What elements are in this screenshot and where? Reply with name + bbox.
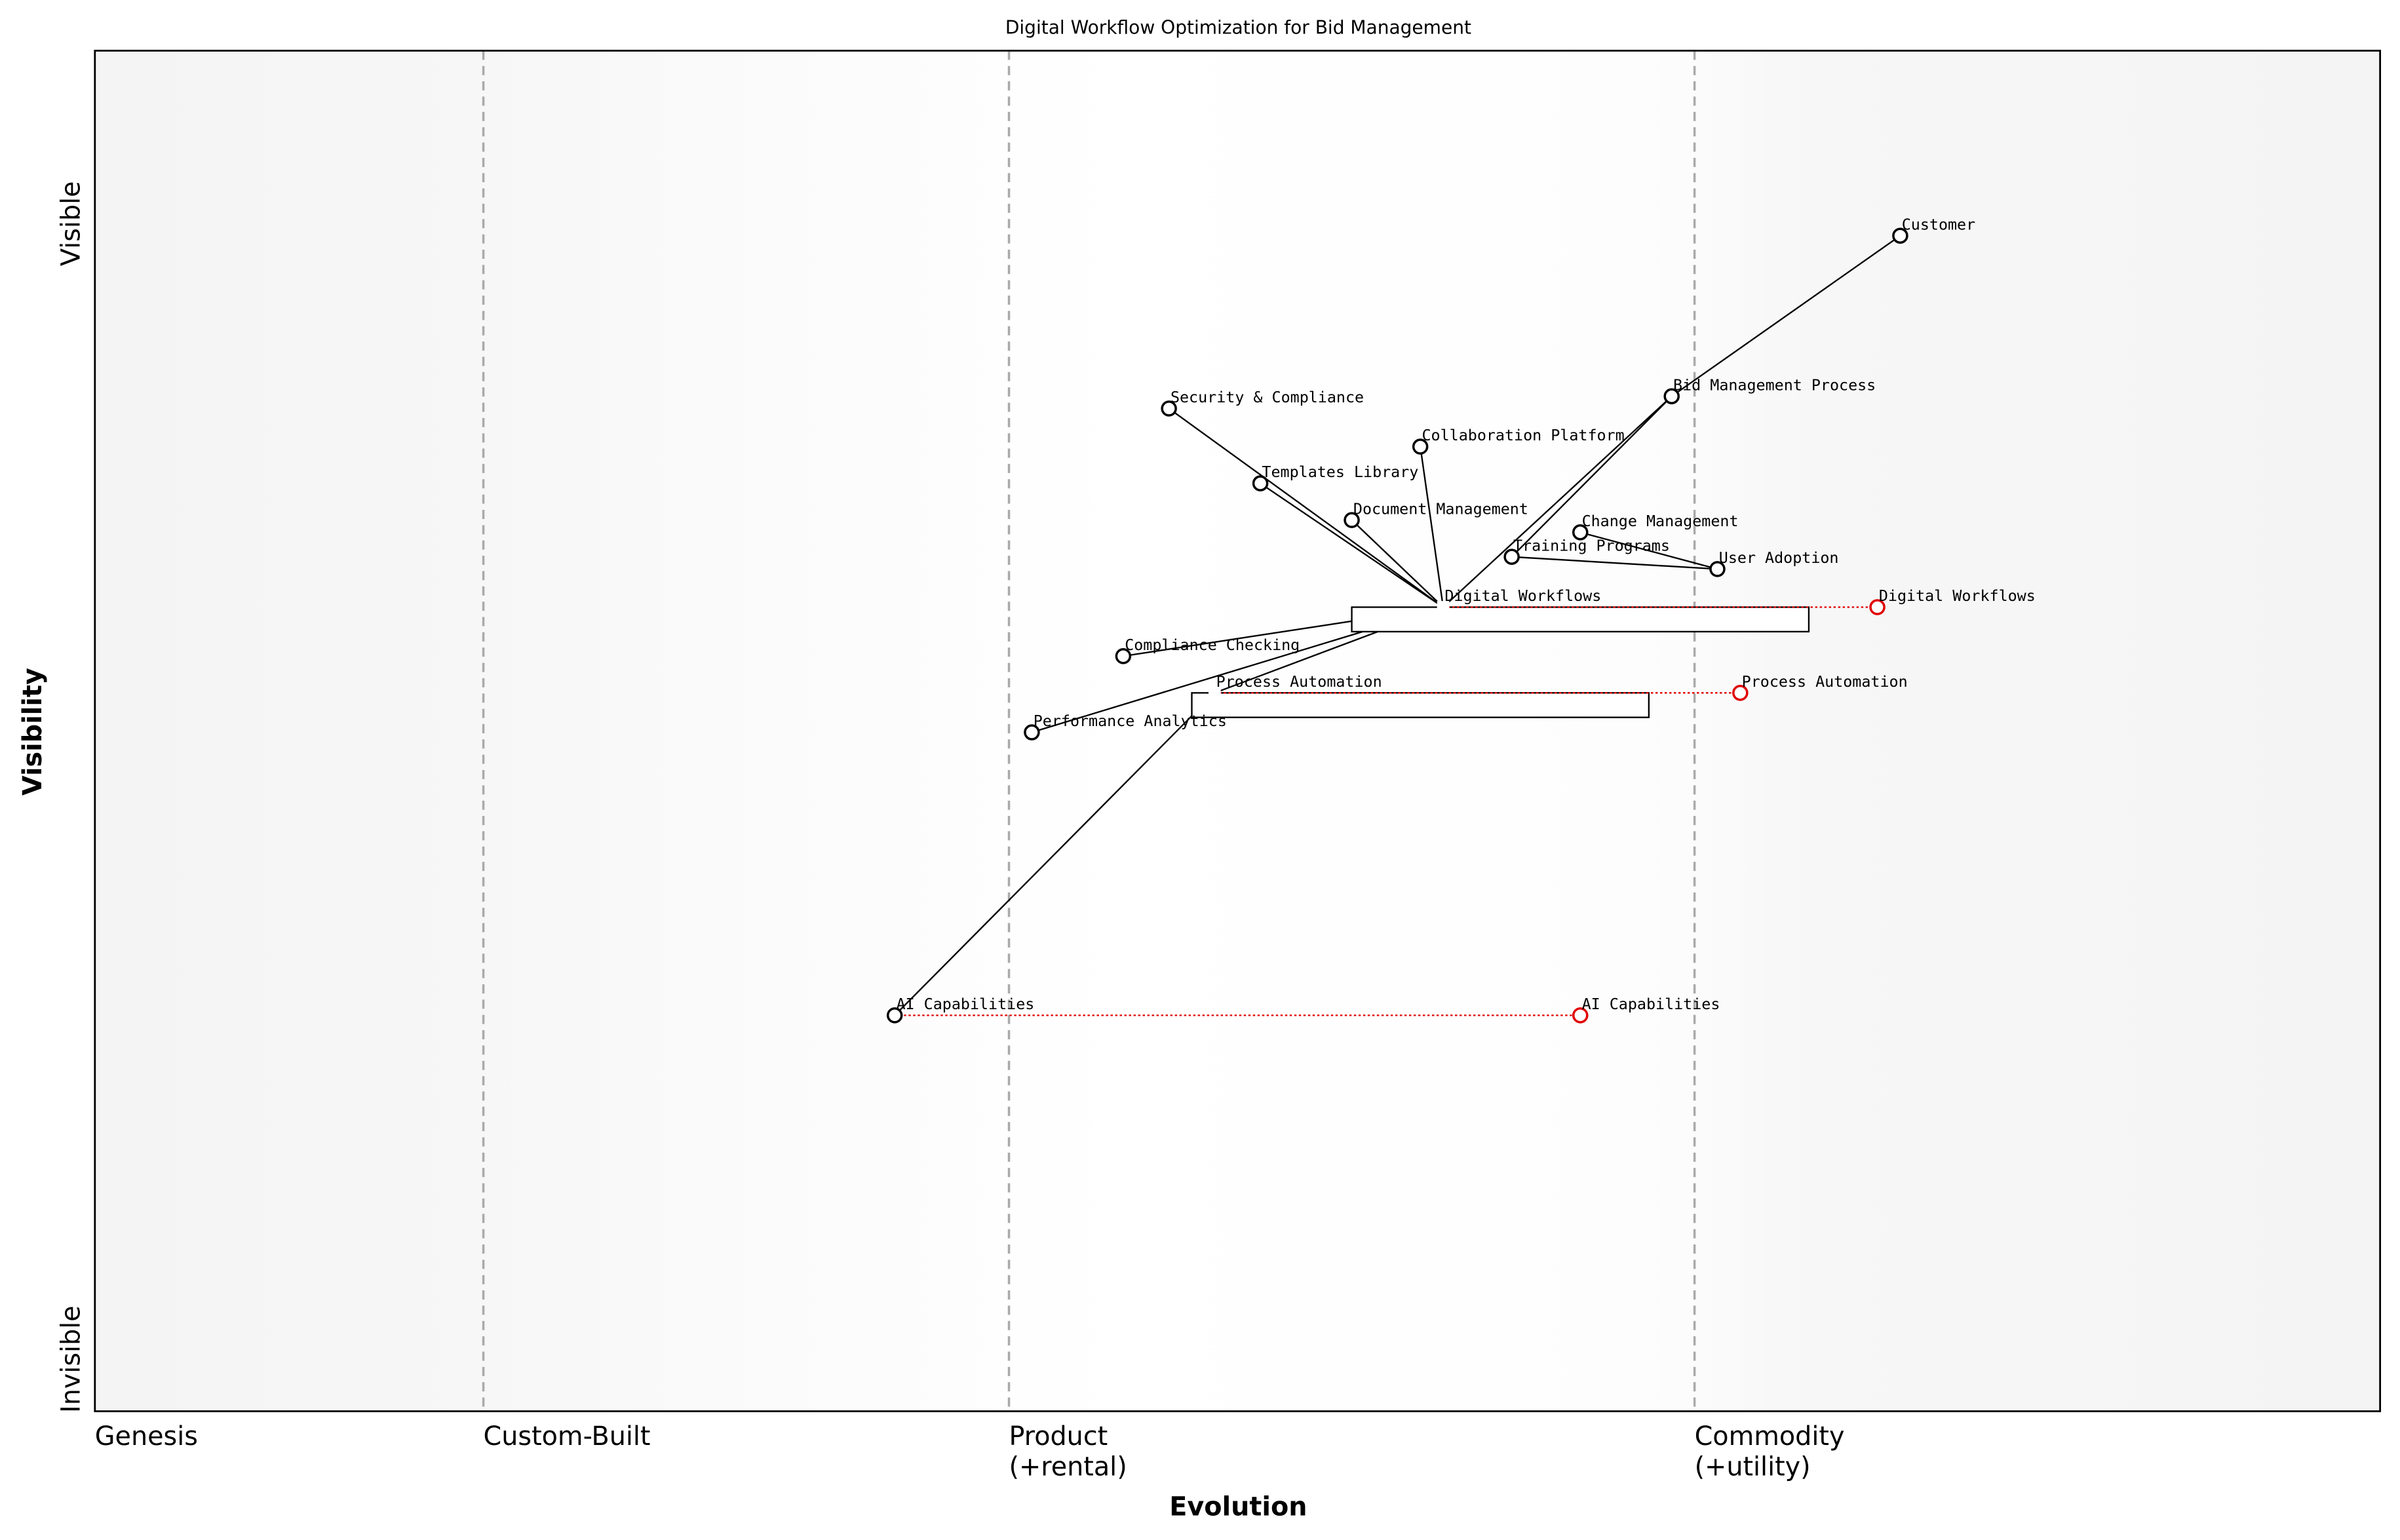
map-title: Digital Workflow Optimization for Bid Ma… — [1005, 17, 1471, 39]
stage-label: Custom-Built — [484, 1421, 651, 1452]
component-label: Customer — [1902, 215, 1975, 233]
dependency-link — [1168, 408, 1444, 608]
inertia-box — [1351, 606, 1810, 633]
component-marker — [1437, 601, 1450, 613]
dependency-link — [1260, 482, 1444, 608]
stage-label: Product (+rental) — [1009, 1421, 1127, 1482]
plot-frame — [94, 49, 2382, 1412]
inertia-box — [1191, 692, 1650, 718]
y-top-label: Visible — [56, 181, 86, 266]
component-label: Collaboration Platform — [1422, 426, 1625, 444]
evolved-component-marker — [1869, 599, 1886, 615]
component-label: Change Management — [1582, 512, 1739, 530]
component-marker — [1252, 475, 1269, 491]
x-axis-title: Evolution — [1169, 1492, 1307, 1522]
component-marker — [1503, 549, 1520, 565]
y-axis-title: Visibility — [18, 668, 48, 796]
component-label: Training Programs — [1513, 536, 1670, 554]
y-bottom-label: Invisible — [56, 1305, 86, 1413]
component-label: Process Automation — [1216, 672, 1382, 691]
component-marker — [1663, 388, 1680, 404]
component-label: Security & Compliance — [1171, 388, 1364, 406]
dependency-link — [1671, 235, 1901, 397]
component-label: User Adoption — [1719, 549, 1839, 567]
component-label: AI Capabilities — [897, 995, 1035, 1013]
dependency-link — [1420, 446, 1444, 607]
component-marker — [1344, 512, 1360, 528]
component-marker — [1115, 647, 1132, 664]
component-marker — [1572, 524, 1589, 541]
component-marker — [1412, 438, 1429, 455]
component-label: Digital Workflows — [1444, 587, 1601, 605]
dependency-link — [1579, 531, 1718, 570]
component-marker — [886, 1007, 903, 1024]
dependency-link — [894, 692, 1216, 1016]
stage-label: Commodity (+utility) — [1695, 1421, 1845, 1482]
dependency-link — [1511, 395, 1673, 558]
component-marker — [1161, 400, 1177, 417]
evolved-component-label: AI Capabilities — [1582, 995, 1720, 1013]
dependency-link — [1442, 395, 1673, 608]
component-marker — [1209, 686, 1221, 699]
plot-background — [94, 50, 2380, 1412]
evolved-component-label: Digital Workflows — [1879, 587, 2036, 605]
component-label: Performance Analytics — [1034, 712, 1227, 730]
component-marker — [1709, 561, 1726, 577]
dependency-link — [1511, 556, 1718, 570]
component-label: Bid Management Process — [1673, 375, 1876, 394]
component-label: Compliance Checking — [1125, 636, 1300, 654]
evolved-component-label: Process Automation — [1742, 672, 1908, 691]
evolved-component-marker — [1732, 685, 1749, 701]
dependency-link — [1351, 519, 1444, 608]
component-label: Templates Library — [1262, 463, 1418, 481]
component-marker — [1024, 724, 1040, 741]
stage-label: Genesis — [95, 1421, 198, 1452]
component-label: Document Management — [1353, 499, 1528, 518]
evolved-component-marker — [1572, 1007, 1589, 1024]
component-marker — [1892, 227, 1908, 244]
